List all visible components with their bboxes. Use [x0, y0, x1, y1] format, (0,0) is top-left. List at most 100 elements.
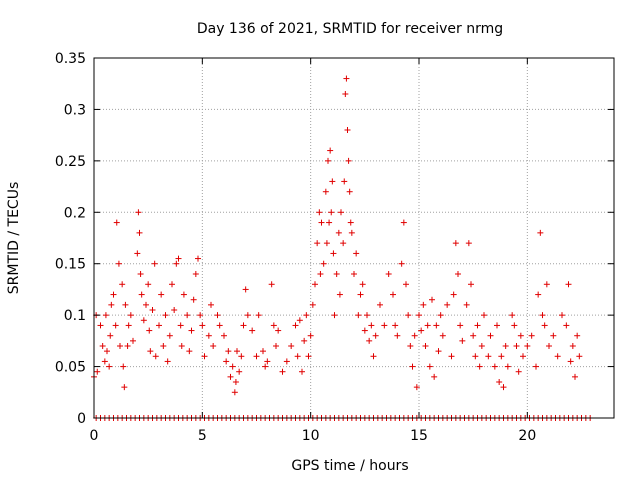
data-point [223, 358, 230, 365]
data-point [249, 327, 256, 334]
x-tick-label: 5 [198, 428, 207, 444]
data-point [199, 322, 206, 329]
data-point [106, 363, 113, 370]
data-point [400, 219, 407, 226]
data-point [253, 353, 260, 360]
data-point [411, 332, 418, 339]
plot-frame [93, 57, 615, 419]
data-point [394, 332, 401, 339]
data-point [361, 327, 368, 334]
data-point [317, 271, 324, 277]
data-point [162, 312, 169, 319]
data-point [504, 363, 511, 370]
data-point [481, 312, 487, 319]
data-point [307, 332, 314, 339]
data-point [370, 353, 377, 360]
data-point [136, 229, 143, 236]
data-point [137, 271, 144, 277]
data-point [550, 332, 557, 339]
data-point [260, 348, 266, 355]
data-point [422, 343, 429, 349]
data-point [264, 358, 271, 365]
data-point [175, 255, 182, 262]
data-point [231, 389, 238, 396]
data-point [343, 75, 350, 82]
data-point [491, 363, 498, 370]
data-point [164, 358, 171, 365]
y-tick-label: 0.3 [64, 102, 86, 118]
data-point [134, 250, 141, 257]
data-point [208, 301, 214, 308]
data-point [392, 322, 399, 329]
data-point [450, 291, 457, 298]
data-point [403, 281, 409, 288]
data-point [94, 368, 101, 375]
data-point [104, 348, 110, 355]
data-point [353, 250, 360, 257]
data-point [407, 343, 414, 349]
data-point [455, 271, 461, 277]
data-point [459, 337, 466, 344]
y-tick-label: 0.1 [64, 308, 86, 324]
data-point [377, 301, 383, 308]
data-point [463, 301, 470, 308]
y-tick-label: 0.05 [55, 360, 86, 376]
data-point [517, 332, 524, 339]
x-tick-label: 10 [302, 428, 320, 444]
data-point [472, 353, 479, 360]
data-point [216, 322, 223, 329]
data-point [328, 209, 335, 216]
data-point [364, 312, 370, 319]
data-point [405, 312, 412, 319]
data-point [448, 353, 455, 360]
data-point [368, 322, 375, 329]
data-point [359, 281, 366, 288]
data-point [413, 384, 420, 391]
data-point [567, 358, 574, 365]
data-point [329, 178, 336, 185]
data-point [444, 301, 451, 308]
data-point [117, 343, 123, 349]
data-point [145, 281, 152, 288]
data-point [279, 368, 286, 375]
data-point [478, 343, 485, 349]
data-point [366, 337, 373, 344]
data-point [336, 291, 343, 298]
data-point [294, 353, 301, 360]
data-point [186, 348, 193, 355]
x-tick-label: 15 [410, 428, 428, 444]
data-point [323, 240, 330, 247]
data-point [433, 322, 440, 329]
data-point [437, 312, 444, 319]
data-point [184, 312, 191, 319]
data-point [314, 240, 321, 247]
data-point [502, 343, 509, 349]
data-point [101, 358, 108, 365]
data-point [227, 373, 234, 380]
data-point [262, 363, 269, 370]
data-point [572, 373, 578, 380]
data-point [301, 337, 308, 344]
data-point [330, 250, 337, 257]
y-axis-label: SRMTID / TECUs [6, 182, 22, 295]
data-point [355, 312, 362, 319]
data-point [546, 343, 552, 349]
data-point [125, 322, 132, 329]
data-point [158, 291, 165, 298]
data-point [524, 343, 531, 349]
data-point [152, 353, 159, 360]
data-point [140, 317, 147, 324]
data-point [563, 322, 570, 329]
data-point [197, 312, 204, 319]
data-point [574, 332, 581, 339]
x-tick-label: 20 [518, 428, 536, 444]
data-point [156, 322, 162, 329]
data-point [205, 332, 212, 339]
data-point [569, 343, 576, 349]
data-point [303, 312, 310, 319]
data-point [120, 363, 127, 370]
data-point [292, 322, 299, 329]
data-point [130, 337, 136, 344]
data-point [559, 312, 565, 319]
data-points [91, 75, 594, 421]
